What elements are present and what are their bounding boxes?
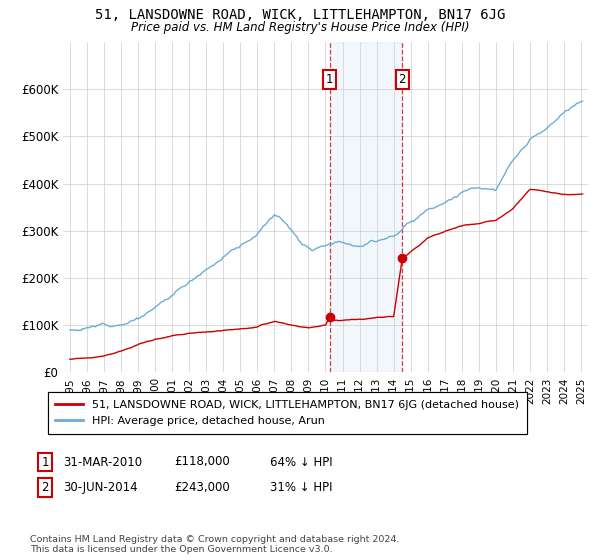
Text: 30-JUN-2014: 30-JUN-2014 bbox=[63, 480, 137, 494]
Text: 51, LANSDOWNE ROAD, WICK, LITTLEHAMPTON, BN17 6JG: 51, LANSDOWNE ROAD, WICK, LITTLEHAMPTON,… bbox=[95, 8, 505, 22]
Text: Contains HM Land Registry data © Crown copyright and database right 2024.
This d: Contains HM Land Registry data © Crown c… bbox=[30, 535, 400, 554]
Legend: 51, LANSDOWNE ROAD, WICK, LITTLEHAMPTON, BN17 6JG (detached house), HPI: Average: 51, LANSDOWNE ROAD, WICK, LITTLEHAMPTON,… bbox=[47, 393, 527, 433]
Text: 2: 2 bbox=[398, 73, 406, 86]
Text: 1: 1 bbox=[41, 455, 49, 469]
Text: 2: 2 bbox=[41, 480, 49, 494]
Text: Price paid vs. HM Land Registry's House Price Index (HPI): Price paid vs. HM Land Registry's House … bbox=[131, 21, 469, 34]
Bar bbox=[330, 42, 402, 372]
Text: 64% ↓ HPI: 64% ↓ HPI bbox=[270, 455, 332, 469]
Text: £243,000: £243,000 bbox=[174, 480, 230, 494]
Text: 1: 1 bbox=[326, 73, 334, 86]
Text: 31% ↓ HPI: 31% ↓ HPI bbox=[270, 480, 332, 494]
Text: £118,000: £118,000 bbox=[174, 455, 230, 469]
Text: 31-MAR-2010: 31-MAR-2010 bbox=[63, 455, 142, 469]
